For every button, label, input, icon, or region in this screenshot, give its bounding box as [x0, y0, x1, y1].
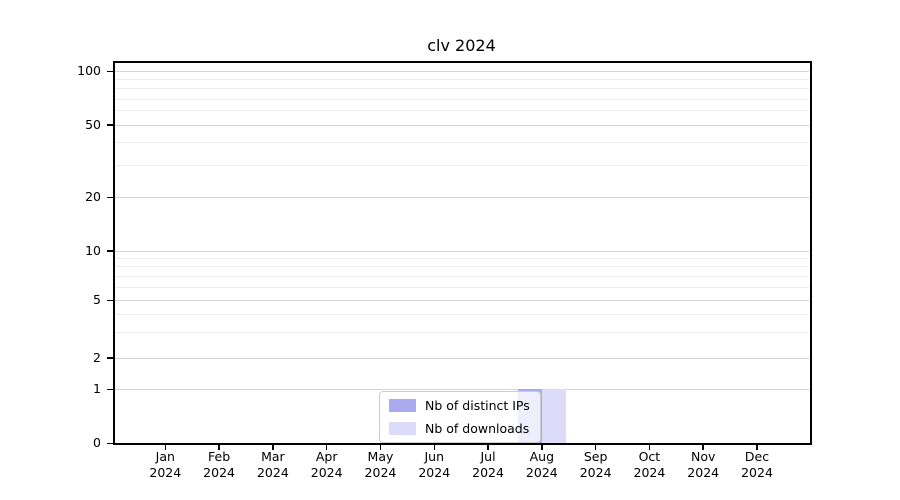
y-tick-label: 0	[93, 435, 101, 450]
x-tick-mark	[325, 444, 328, 450]
x-tick-mark	[594, 444, 597, 450]
top-spine	[113, 61, 812, 63]
right-spine	[810, 61, 812, 445]
legend-label: Nb of downloads	[425, 421, 530, 436]
x-tick-mark	[487, 444, 489, 450]
legend-swatch	[389, 422, 416, 435]
x-tick-label: Oct 2024	[609, 449, 689, 480]
y-tick-mark	[107, 250, 113, 252]
x-tick-month: May	[367, 449, 394, 464]
minor-gridline	[114, 314, 809, 315]
x-tick-year: 2024	[203, 464, 235, 480]
x-tick-year: 2024	[525, 464, 558, 480]
x-tick-mark	[272, 444, 274, 450]
major-gridline	[114, 71, 809, 72]
y-tick-label: 2	[93, 349, 101, 365]
minor-gridline	[114, 266, 809, 268]
x-tick-label: Jul 2024	[448, 449, 528, 480]
x-tick-mark	[433, 444, 435, 450]
x-tick-mark	[164, 444, 167, 450]
y-tick-mark	[107, 196, 113, 198]
x-tick-month: Mar	[261, 449, 285, 464]
y-tick-label: 10	[85, 242, 101, 258]
major-gridline	[114, 250, 809, 252]
legend-swatch	[389, 399, 416, 412]
x-tick-month: Jul	[480, 449, 496, 464]
major-gridline	[114, 389, 809, 390]
x-tick-label: Dec 2024	[717, 449, 797, 480]
y-tick-label: 50	[85, 116, 101, 132]
x-tick-label: Apr 2024	[287, 449, 367, 480]
x-tick-label: Mar 2024	[233, 449, 313, 480]
x-tick-month: Jan	[155, 449, 175, 464]
y-tick-mark	[107, 388, 113, 390]
y-tick-mark	[107, 299, 113, 301]
x-tick-year: 2024	[364, 464, 397, 480]
x-tick-month: Oct	[638, 449, 661, 464]
x-tick-mark	[541, 444, 543, 450]
minor-gridline	[114, 79, 809, 81]
y-tick-label: 1	[93, 381, 101, 396]
x-tick-month: Feb	[208, 449, 231, 464]
y-tick-mark	[107, 124, 113, 126]
x-tick-year: 2024	[633, 464, 666, 480]
y-tick-mark	[107, 442, 113, 444]
major-gridline	[114, 300, 809, 301]
x-tick-label: Sep 2024	[556, 449, 636, 480]
x-tick-mark	[648, 444, 651, 450]
legend-label: Nb of distinct IPs	[425, 398, 530, 413]
left-spine	[113, 61, 115, 445]
legend-item: Nb of downloads	[389, 421, 530, 436]
x-tick-year: 2024	[472, 464, 504, 480]
major-gridline	[114, 124, 809, 126]
x-tick-year: 2024	[687, 464, 720, 480]
minor-gridline	[114, 110, 809, 112]
x-tick-mark	[756, 444, 758, 450]
y-tick-label: 100	[77, 63, 101, 78]
minor-gridline	[114, 88, 809, 90]
x-tick-mark	[218, 444, 220, 450]
minor-gridline	[114, 258, 809, 260]
x-tick-month: Apr	[315, 449, 338, 464]
x-tick-label: May 2024	[340, 449, 420, 480]
x-tick-label: Jan 2024	[125, 449, 205, 480]
minor-gridline	[114, 98, 809, 100]
y-tick-label: 20	[85, 189, 101, 204]
x-tick-label: Aug 2024	[502, 449, 582, 480]
x-tick-year: 2024	[579, 464, 612, 480]
x-tick-year: 2024	[310, 464, 343, 480]
major-gridline	[114, 357, 809, 359]
y-tick-mark	[107, 357, 113, 359]
x-tick-mark	[379, 444, 382, 450]
x-tick-mark	[702, 444, 704, 450]
legend-box: Nb of distinct IPs Nb of downloads	[379, 391, 541, 443]
bottom-spine	[113, 442, 812, 445]
x-tick-year: 2024	[149, 464, 182, 480]
x-tick-year: 2024	[418, 464, 451, 480]
x-tick-label: Feb 2024	[179, 449, 259, 480]
legend-item: Nb of distinct IPs	[389, 398, 530, 413]
y-tick-label: 5	[93, 292, 101, 307]
minor-gridline	[114, 164, 809, 166]
x-tick-month: Aug	[529, 449, 555, 464]
minor-gridline	[114, 275, 809, 277]
minor-gridline	[114, 332, 809, 334]
x-tick-year: 2024	[256, 464, 289, 480]
chart-title: clv 2024	[427, 36, 496, 55]
x-tick-month: Sep	[583, 449, 608, 464]
x-tick-month: Jun	[424, 449, 445, 464]
bar-downloads	[541, 389, 566, 443]
x-tick-label: Nov 2024	[663, 449, 743, 480]
x-tick-month: Nov	[691, 449, 716, 464]
major-gridline	[114, 197, 809, 198]
x-tick-month: Dec	[744, 449, 770, 464]
y-tick-mark	[107, 70, 113, 72]
minor-gridline	[114, 142, 809, 144]
x-tick-label: Jun 2024	[394, 449, 474, 480]
minor-gridline	[114, 286, 809, 288]
x-tick-year: 2024	[741, 464, 773, 480]
